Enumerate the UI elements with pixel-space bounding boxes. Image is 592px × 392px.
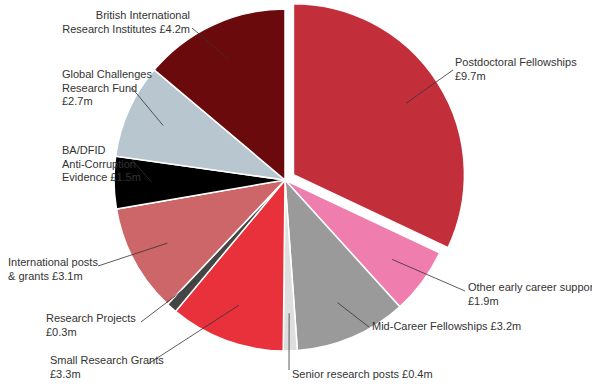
category-label: Research Projects bbox=[46, 312, 136, 324]
category-label: Global Challenges bbox=[62, 68, 152, 80]
category-label: International posts bbox=[8, 256, 98, 268]
slice-label: & grants £3.1m bbox=[8, 270, 83, 282]
category-label: Research Fund bbox=[62, 82, 137, 94]
category-label: BA/DFID bbox=[62, 144, 105, 156]
slice-label: £0.3m bbox=[46, 326, 77, 338]
slice-label: Global Challenges bbox=[62, 68, 152, 80]
value-label: £3.3m bbox=[50, 368, 81, 380]
slice-label: Other early career support bbox=[468, 281, 592, 293]
slice-label: £3.3m bbox=[50, 368, 81, 380]
leader-line bbox=[392, 259, 465, 291]
slice-label: Research Projects bbox=[46, 312, 136, 324]
slice-label: Senior research posts £0.4m bbox=[292, 368, 433, 380]
pie-chart: Postdoctoral Fellowships £9.7m Other early… bbox=[0, 0, 592, 392]
value-label: £4.2m bbox=[159, 23, 190, 35]
category-label: Senior research posts bbox=[292, 368, 402, 380]
category-label: Small Research Grants bbox=[50, 354, 164, 366]
category-label: Mid-Career Fellowships bbox=[372, 320, 491, 332]
leader-line bbox=[192, 28, 229, 59]
value-label: £1.5m bbox=[110, 171, 141, 183]
value-label: £2.7m bbox=[62, 95, 93, 107]
slice-label: Evidence £1.5m bbox=[62, 171, 141, 183]
leader-line bbox=[98, 243, 167, 266]
chart: Postdoctoral Fellowships £9.7m Other early… bbox=[0, 0, 592, 392]
slice-label: International posts bbox=[8, 256, 98, 268]
value-label: £3.2m bbox=[491, 320, 522, 332]
category-label: & grants bbox=[8, 270, 52, 282]
labels: Postdoctoral Fellowships £9.7m Other early… bbox=[8, 9, 592, 380]
category-label: Postdoctoral Fellowships bbox=[455, 56, 577, 68]
slice-label: Mid-Career Fellowships £3.2m bbox=[372, 320, 521, 332]
category-label: Other early career support bbox=[468, 281, 592, 293]
value-label: £1.9m bbox=[468, 295, 499, 307]
category-label: Anti-Corruption bbox=[62, 158, 136, 170]
leader-line bbox=[132, 88, 163, 126]
category-label: British International bbox=[96, 9, 190, 21]
value-label: £3.1m bbox=[52, 270, 83, 282]
slice-label: £1.9m bbox=[468, 295, 499, 307]
slice-label: £9.7m bbox=[455, 70, 486, 82]
leader-line bbox=[289, 313, 290, 370]
leader-line bbox=[406, 70, 453, 103]
value-label: £0.4m bbox=[402, 368, 433, 380]
slice-label: Small Research Grants bbox=[50, 354, 164, 366]
slices bbox=[114, 4, 464, 351]
slice-label: Anti-Corruption bbox=[62, 158, 136, 170]
slice-label: £2.7m bbox=[62, 95, 93, 107]
value-label: £0.3m bbox=[46, 326, 77, 338]
value-label: £9.7m bbox=[455, 70, 486, 82]
category-label: Research Institutes bbox=[62, 23, 159, 35]
slice bbox=[154, 9, 285, 180]
slice-label: Research Fund bbox=[62, 82, 137, 94]
slice-label: BA/DFID bbox=[62, 144, 105, 156]
slice-label: British International bbox=[96, 9, 190, 21]
leader-line bbox=[141, 280, 196, 322]
leader-line bbox=[337, 303, 369, 327]
category-label: Evidence bbox=[62, 171, 110, 183]
slice-label: Postdoctoral Fellowships bbox=[455, 56, 577, 68]
slice-label: Research Institutes £4.2m bbox=[62, 23, 190, 35]
